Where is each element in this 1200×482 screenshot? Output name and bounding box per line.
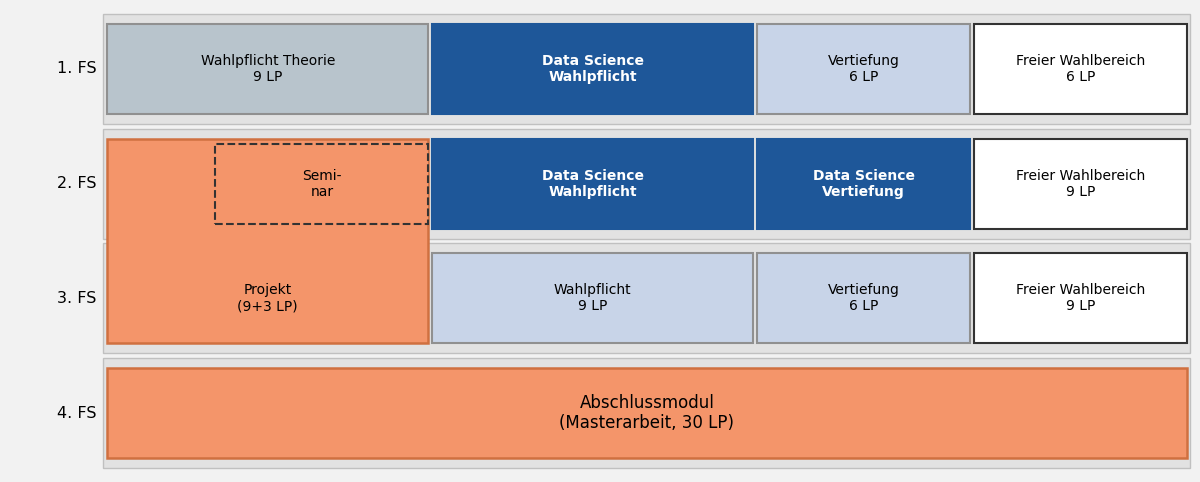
Bar [107, 368, 1187, 458]
Bar [103, 14, 1190, 124]
Text: Data Science
Wahlpflicht: Data Science Wahlpflicht [541, 169, 643, 199]
Text: 3. FS: 3. FS [56, 291, 96, 306]
Bar [432, 24, 754, 114]
Bar [107, 24, 428, 114]
Text: Data Science
Wahlpflicht: Data Science Wahlpflicht [541, 54, 643, 84]
Text: Freier Wahlbereich
6 LP: Freier Wahlbereich 6 LP [1015, 54, 1145, 84]
Text: Projekt
(9+3 LP): Projekt (9+3 LP) [238, 283, 298, 313]
Text: Vertiefung
6 LP: Vertiefung 6 LP [828, 283, 900, 313]
Bar [432, 254, 754, 343]
Text: Wahlpflicht Theorie
9 LP: Wahlpflicht Theorie 9 LP [200, 54, 335, 84]
Bar [757, 24, 970, 114]
Text: 4. FS: 4. FS [56, 405, 96, 420]
Bar [757, 139, 970, 228]
Bar [973, 139, 1187, 228]
Text: Data Science
Vertiefung: Data Science Vertiefung [812, 169, 914, 199]
Text: 1. FS: 1. FS [56, 62, 96, 77]
Text: Semi-
nar: Semi- nar [302, 169, 342, 199]
Bar [757, 254, 970, 343]
Bar [973, 24, 1187, 114]
Bar [103, 129, 1190, 239]
Bar [432, 139, 754, 228]
Bar [973, 254, 1187, 343]
Text: 2. FS: 2. FS [56, 176, 96, 191]
Bar [216, 144, 428, 224]
Bar [107, 139, 428, 343]
Text: Vertiefung
6 LP: Vertiefung 6 LP [828, 54, 900, 84]
Text: Wahlpflicht
9 LP: Wahlpflicht 9 LP [554, 283, 631, 313]
Bar [103, 358, 1190, 468]
Text: Freier Wahlbereich
9 LP: Freier Wahlbereich 9 LP [1015, 169, 1145, 199]
Text: Abschlussmodul
(Masterarbeit, 30 LP): Abschlussmodul (Masterarbeit, 30 LP) [559, 394, 734, 432]
Text: Freier Wahlbereich
9 LP: Freier Wahlbereich 9 LP [1015, 283, 1145, 313]
Bar [103, 243, 1190, 353]
